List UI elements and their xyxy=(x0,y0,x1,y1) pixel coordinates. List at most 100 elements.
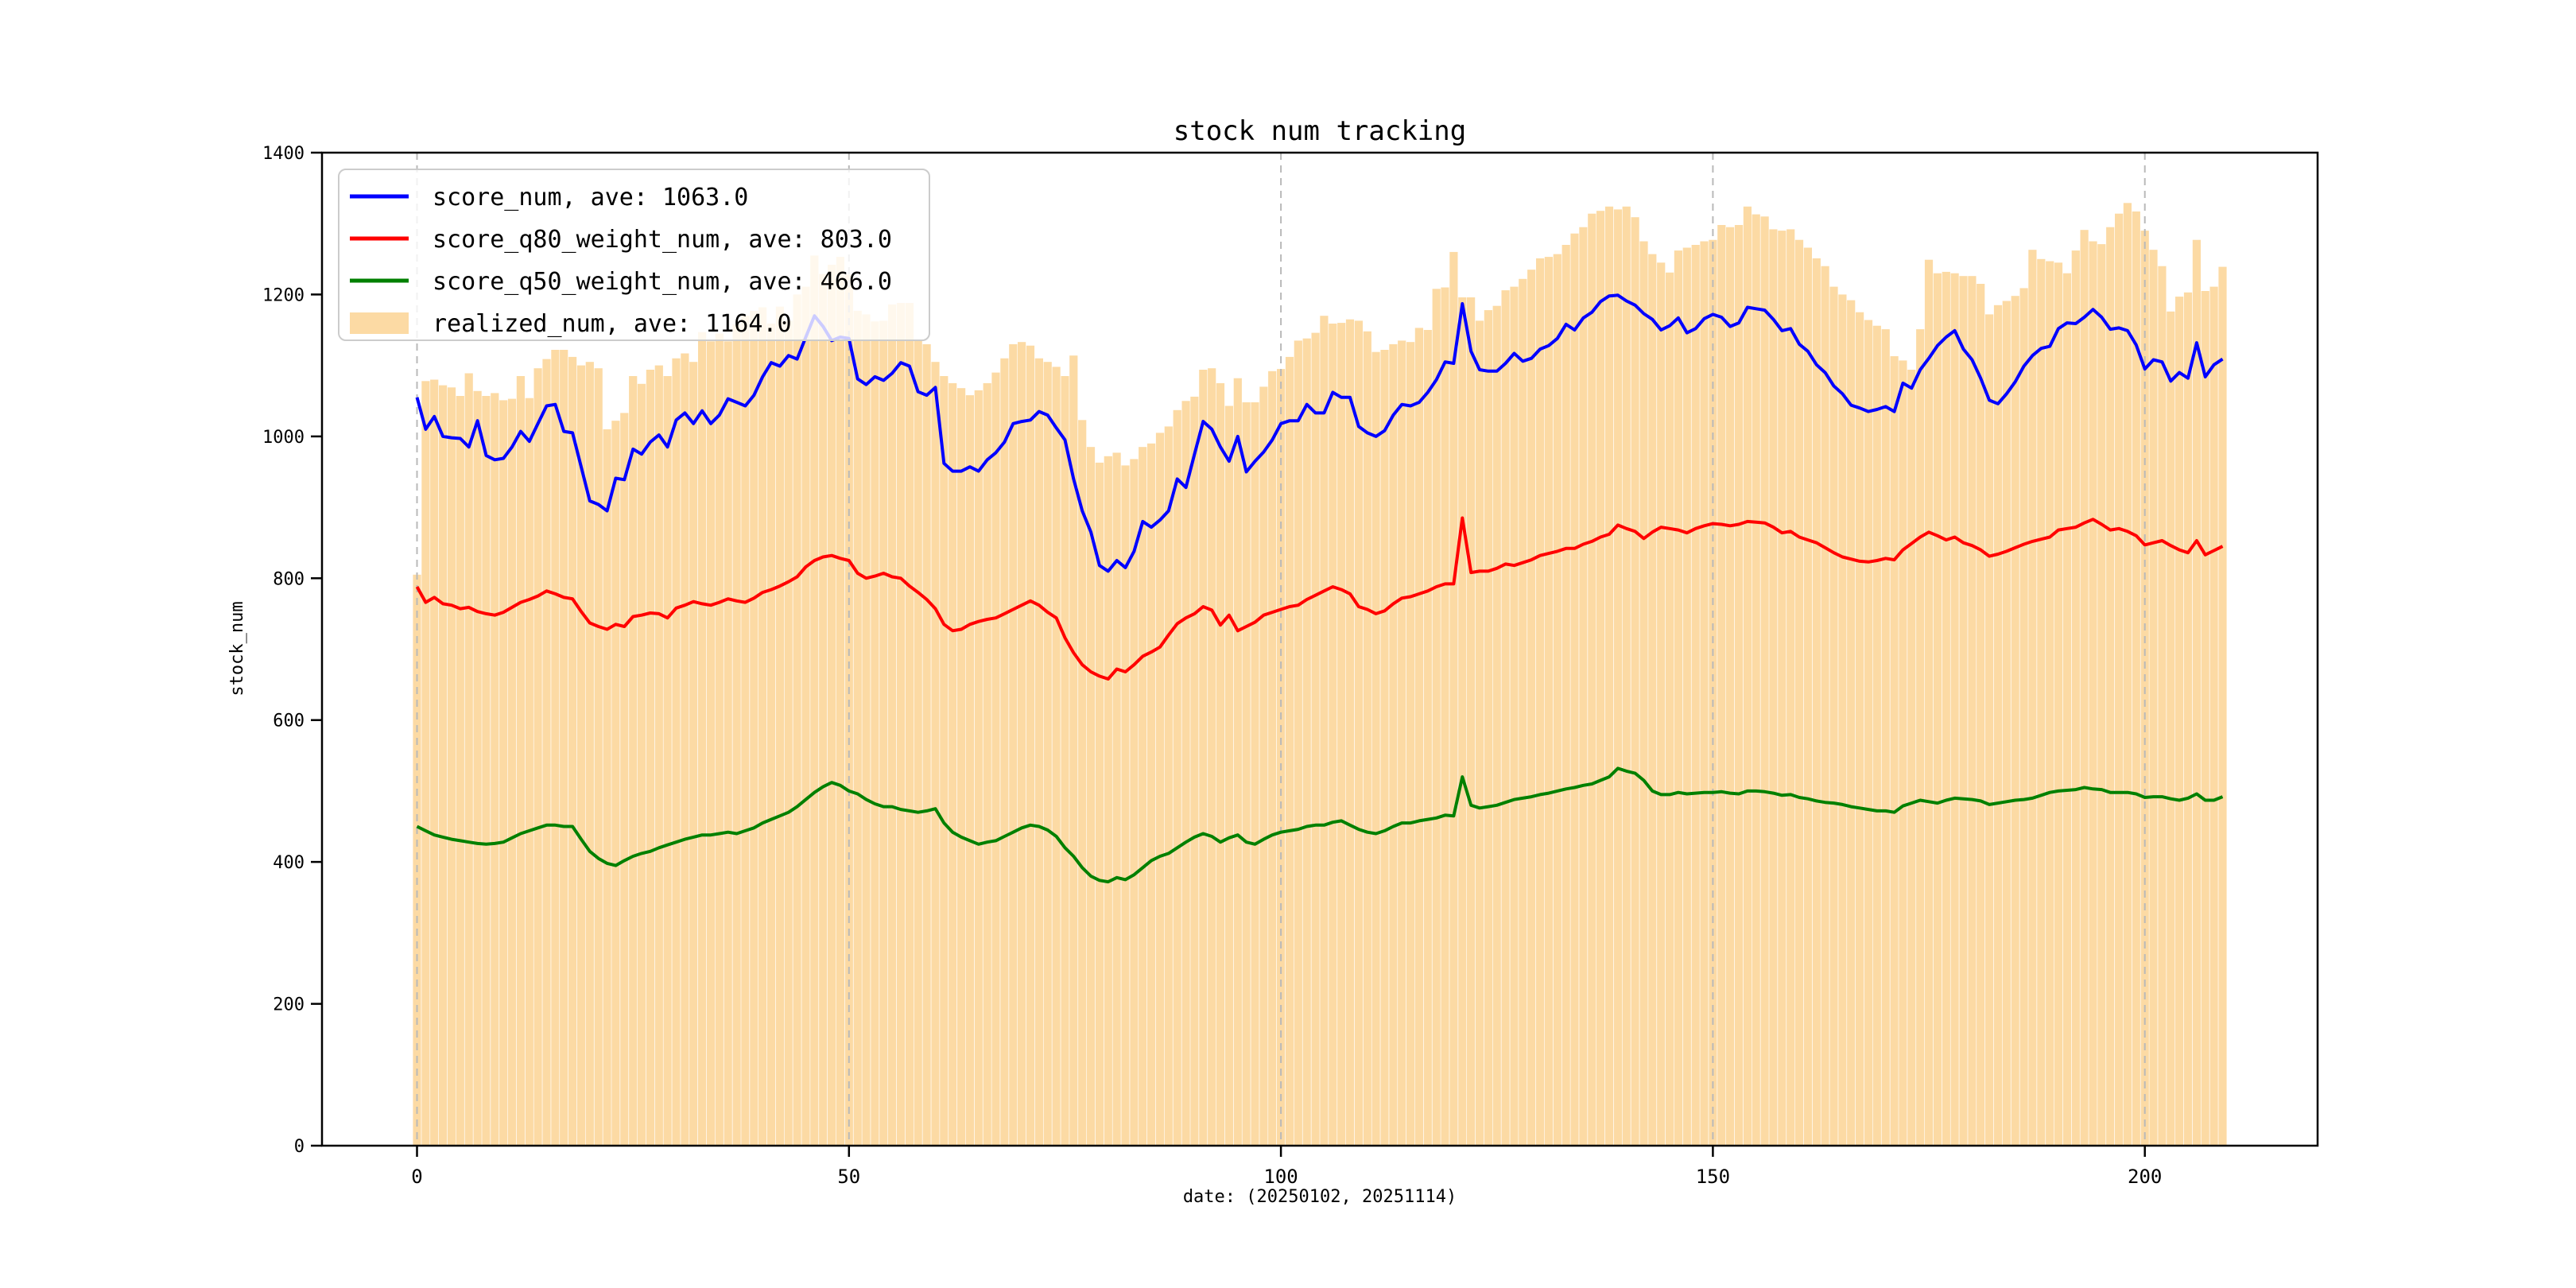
bar xyxy=(1829,286,1838,1146)
bar xyxy=(1674,250,1682,1146)
bar xyxy=(698,332,707,1146)
bar xyxy=(1233,378,1242,1146)
bar xyxy=(1467,297,1476,1146)
bar xyxy=(1268,370,1277,1146)
bar xyxy=(430,379,439,1146)
bar xyxy=(905,303,914,1146)
bar xyxy=(2046,261,2054,1146)
bar xyxy=(1734,225,1744,1146)
bar xyxy=(706,341,716,1146)
line-series-score_q50_weight_num xyxy=(416,766,2224,884)
y-tick-label: 1200 xyxy=(262,285,305,305)
bar xyxy=(2115,213,2124,1146)
bar xyxy=(1173,409,1181,1146)
bar xyxy=(672,358,681,1146)
bar xyxy=(1009,343,1018,1146)
bar xyxy=(1907,370,1916,1146)
bar xyxy=(1190,396,1199,1146)
chart-title: stock num tracking xyxy=(1174,115,1466,147)
bar xyxy=(1596,211,1605,1146)
bar xyxy=(819,274,828,1146)
y-tick-label: 0 xyxy=(294,1137,305,1157)
bar xyxy=(1803,247,1812,1146)
y-tick-label: 800 xyxy=(273,569,305,589)
bar xyxy=(2089,241,2097,1146)
bar xyxy=(499,400,508,1146)
legend-sample-patch-realized xyxy=(350,312,409,334)
bar xyxy=(1501,290,1510,1146)
bar xyxy=(2097,244,2106,1146)
bar xyxy=(810,255,819,1146)
bar xyxy=(2209,286,2218,1146)
bar xyxy=(1302,338,1311,1146)
bar xyxy=(844,274,853,1146)
bar xyxy=(1821,266,1829,1146)
bar xyxy=(1856,312,1864,1146)
bar xyxy=(1441,287,1449,1146)
bar xyxy=(1259,386,1268,1146)
bar xyxy=(2201,291,2209,1146)
bar xyxy=(1717,225,1726,1146)
bar xyxy=(2192,239,2201,1146)
bar xyxy=(2002,301,2011,1146)
bar xyxy=(879,320,888,1146)
y-axis-ticks: 0 200 400 600 800 1000 1200 1400 xyxy=(262,144,322,1157)
bar xyxy=(1034,358,1043,1146)
bar xyxy=(1933,273,1942,1146)
bar xyxy=(1294,340,1302,1146)
bar xyxy=(949,382,957,1146)
bar xyxy=(853,310,862,1146)
x-axis-ticks: 0 50 100 150 200 xyxy=(411,1146,2162,1188)
bar xyxy=(991,372,1000,1146)
x-tick-label: 0 xyxy=(411,1166,422,1188)
bar xyxy=(689,362,698,1146)
bar xyxy=(1682,247,1691,1146)
bar xyxy=(1432,289,1441,1146)
legend-label-score-num: score_num, ave: 1063.0 xyxy=(433,184,748,211)
bar xyxy=(482,396,491,1146)
bar xyxy=(473,390,482,1146)
bar xyxy=(1510,286,1519,1146)
bar xyxy=(1579,227,1588,1146)
bar xyxy=(1354,320,1363,1146)
bar xyxy=(1794,239,1804,1146)
legend-label-realized: realized_num, ave: 1164.0 xyxy=(433,310,792,338)
bar xyxy=(1985,314,1994,1146)
bar xyxy=(1977,284,1985,1146)
bar xyxy=(931,362,940,1146)
bar xyxy=(1337,323,1346,1146)
bar xyxy=(1613,209,1622,1146)
bar xyxy=(957,388,966,1146)
bar xyxy=(715,333,724,1146)
bar xyxy=(637,383,646,1146)
bar xyxy=(1622,206,1631,1146)
bar xyxy=(1130,459,1139,1146)
bar xyxy=(551,350,560,1146)
bar xyxy=(1345,319,1355,1146)
bar xyxy=(1639,241,1648,1146)
bar-series-realized-num xyxy=(413,203,2227,1146)
bar xyxy=(1329,324,1337,1146)
bar xyxy=(1216,382,1225,1146)
bar xyxy=(1147,443,1156,1146)
bar xyxy=(965,395,974,1146)
bar xyxy=(724,341,732,1146)
bar xyxy=(1553,254,1562,1146)
bar xyxy=(1052,367,1061,1146)
bar xyxy=(1847,300,1856,1146)
bar xyxy=(1916,329,1925,1146)
bar xyxy=(1959,276,1968,1146)
bar xyxy=(1371,351,1380,1146)
bar xyxy=(1475,320,1484,1146)
bar xyxy=(1942,271,1950,1146)
bar xyxy=(1078,420,1087,1146)
bar xyxy=(620,413,629,1146)
bar xyxy=(758,307,767,1146)
bar xyxy=(1208,368,1216,1146)
bar xyxy=(594,368,603,1146)
bar xyxy=(1769,229,1778,1146)
bar xyxy=(1743,206,1752,1146)
y-tick-label: 1000 xyxy=(262,428,305,448)
bar xyxy=(1691,245,1700,1146)
